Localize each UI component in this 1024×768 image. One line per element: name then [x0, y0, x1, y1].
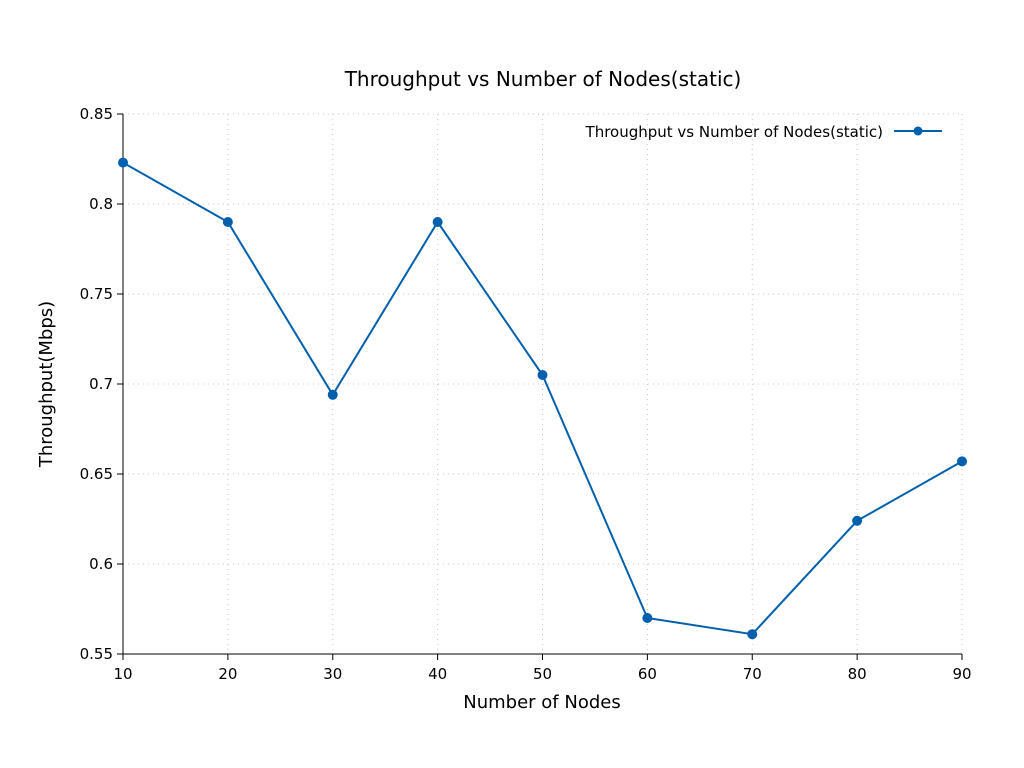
x-axis-ticks: 10 20 30 40 50 60 70 80 90 [113, 654, 972, 683]
x-tick-label: 20 [218, 665, 237, 683]
x-axis-title: Number of Nodes [463, 692, 620, 713]
series-throughput [118, 157, 967, 640]
data-point [327, 389, 338, 400]
y-tick-label: 0.65 [80, 465, 113, 483]
data-point [957, 456, 967, 467]
y-tick-label: 0.55 [80, 645, 113, 663]
y-tick-label: 0.6 [89, 555, 113, 573]
legend-label: Throughput vs Number of Nodes(static) [585, 123, 883, 141]
x-tick-label: 50 [533, 665, 552, 683]
legend-marker-swatch [913, 126, 923, 136]
x-tick-label: 80 [848, 665, 867, 683]
y-tick-label: 0.7 [89, 375, 113, 393]
x-tick-label: 10 [113, 665, 132, 683]
data-point [642, 613, 653, 623]
chart-title: Throughput vs Number of Nodes(static) [344, 67, 742, 91]
data-point [222, 217, 233, 227]
x-tick-label: 90 [952, 665, 971, 683]
y-axis-title: Throughput(Mbps) [36, 301, 57, 468]
data-point [852, 515, 863, 526]
data-point [747, 629, 758, 640]
x-tick-label: 40 [428, 665, 447, 683]
series-line [122, 161, 963, 636]
x-tick-label: 30 [323, 665, 342, 683]
y-tick-label: 0.85 [80, 105, 113, 123]
x-tick-label: 70 [743, 665, 762, 683]
data-point [118, 157, 128, 168]
y-tick-label: 0.75 [80, 285, 113, 303]
data-point [537, 370, 548, 380]
y-tick-label: 0.8 [89, 195, 113, 213]
x-tick-label: 60 [638, 665, 657, 683]
y-axis-ticks: 0.55 0.6 0.65 0.7 0.75 0.8 0.85 [80, 105, 123, 663]
grid [123, 113, 963, 654]
data-point [432, 217, 443, 227]
legend: Throughput vs Number of Nodes(static) [585, 123, 942, 141]
